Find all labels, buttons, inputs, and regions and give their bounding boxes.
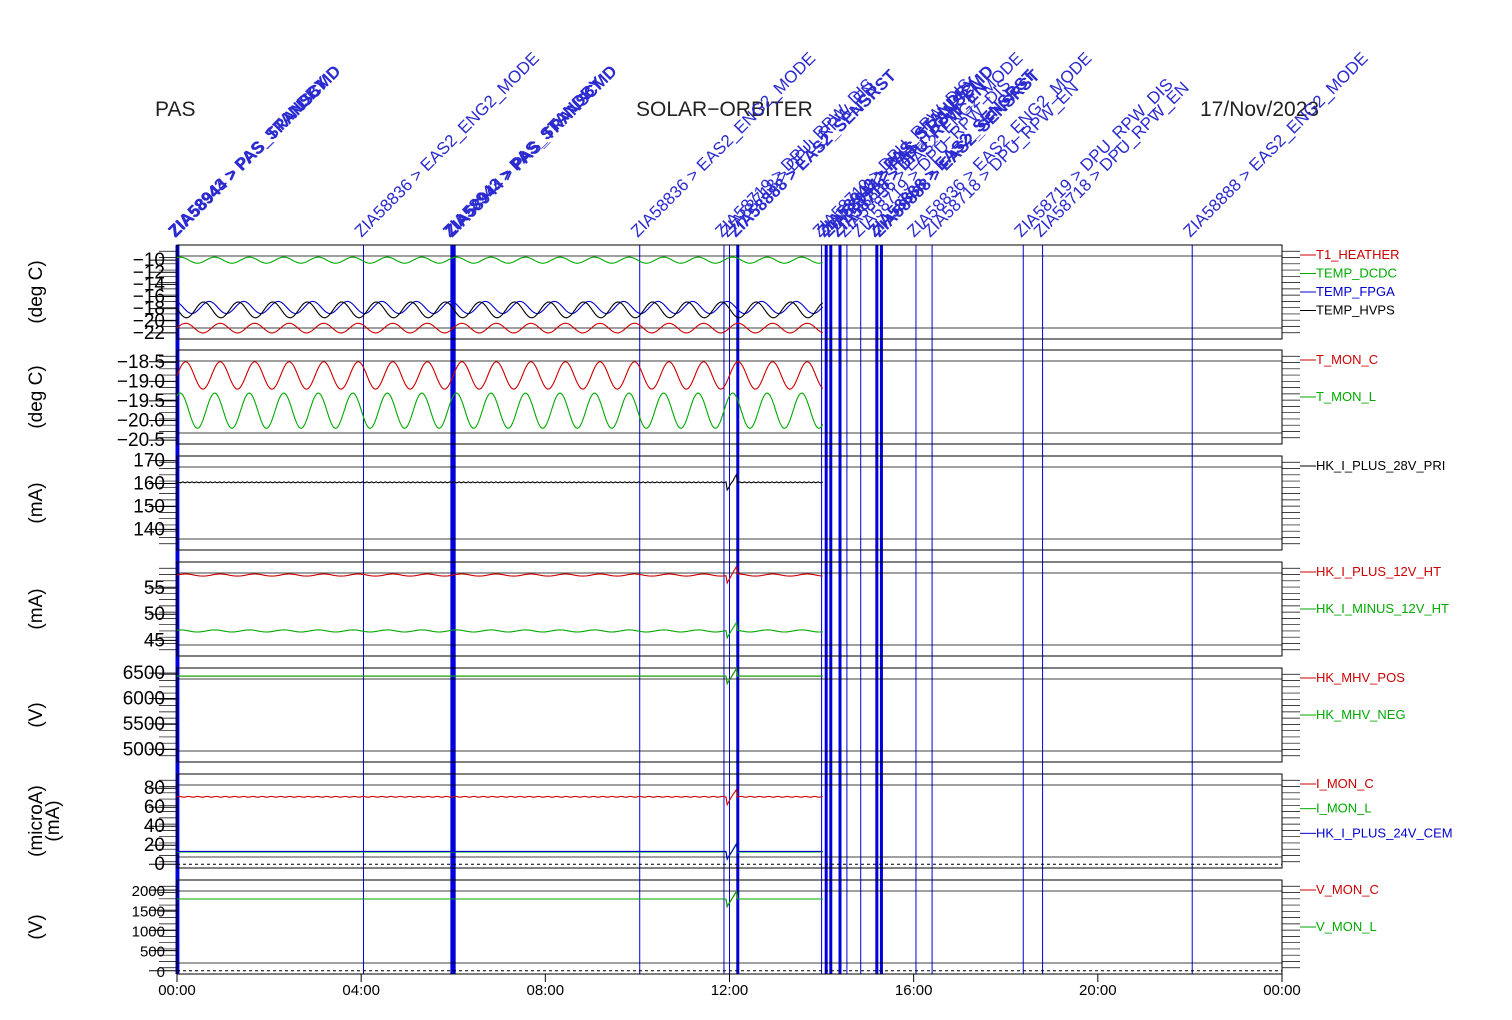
- y-tick-label: 5000: [123, 739, 165, 760]
- series-line: [176, 564, 823, 585]
- y-tick-label: −16: [133, 287, 165, 308]
- panel-5: 6500 6000 5500 5000 (V) HK_MHV_POS HK_MHV_NEG: [26, 663, 1406, 763]
- legend-label: HK_MHV_POS: [1316, 670, 1405, 685]
- y-unit-label: (V): [26, 702, 47, 727]
- y-tick-label: 160: [133, 474, 165, 495]
- x-tick-label: 16:00: [895, 982, 933, 999]
- y-tick-label: 170: [133, 451, 165, 472]
- legend-label: TEMP_HVPS: [1316, 303, 1395, 318]
- legend-label: HK_I_MINUS_12V_HT: [1316, 601, 1449, 616]
- series-line: [176, 301, 824, 319]
- y-tick-label: −18: [133, 299, 165, 320]
- legend-label: T_MON_L: [1316, 389, 1376, 404]
- legend-label: HK_MHV_NEG: [1316, 707, 1406, 722]
- series-line: [176, 788, 823, 807]
- y-unit-label: (mA): [26, 482, 47, 523]
- y-tick-label: 6000: [123, 688, 165, 709]
- y-tick-label: 55: [144, 578, 165, 599]
- legend-label: TEMP_FPGA: [1316, 284, 1395, 299]
- y-tick-label: 6500: [123, 663, 165, 684]
- y-tick-label: −22: [133, 323, 165, 344]
- panel-1: −10−12−14−16−18−20−22 (deg C) T1_HEATHER TE…: [26, 244, 1400, 344]
- y-tick-label: 0: [157, 964, 165, 981]
- y-tick-label: −19.5: [117, 391, 165, 412]
- y-unit-label: (deg C): [26, 260, 47, 323]
- legend-label: I_MON_C: [1316, 776, 1374, 791]
- y-tick-label: 60: [144, 797, 165, 818]
- y-tick-label: 500: [140, 944, 165, 961]
- panel-frame: [176, 773, 1283, 869]
- series-line: [176, 621, 823, 640]
- y-unit-label: (mA): [26, 588, 47, 629]
- series-line: [176, 322, 823, 334]
- y-tick-label: 5500: [123, 714, 165, 735]
- y-tick-label: 150: [133, 496, 165, 517]
- legend-label: TEMP_DCDC: [1316, 266, 1397, 281]
- header-center: SOLAR−ORBITER: [636, 98, 813, 121]
- y-tick-label: −20.0: [117, 411, 165, 432]
- x-tick-label: 00:00: [1263, 982, 1301, 999]
- y-tick-label: −19.0: [117, 371, 165, 392]
- series-line: [176, 256, 823, 264]
- y-tick-label: 1500: [132, 903, 165, 920]
- y-tick-label: −12: [133, 262, 165, 283]
- y-tick-label: 1000: [132, 923, 165, 940]
- legend-label: V_MON_L: [1316, 919, 1377, 934]
- y-tick-label: −10: [133, 250, 165, 271]
- header-right: 17/Nov/2023: [1200, 98, 1319, 121]
- series-line: [177, 889, 823, 909]
- y-tick-label: 2000: [132, 883, 165, 900]
- series-line: [177, 842, 823, 861]
- y-tick-label: −14: [133, 274, 166, 295]
- panel-frame: [176, 455, 1283, 551]
- legend-label: V_MON_C: [1316, 882, 1379, 897]
- panel-frame: [176, 561, 1283, 657]
- legend-label: HK_I_PLUS_12V_HT: [1316, 564, 1441, 579]
- y-unit-label: (deg C): [26, 365, 47, 428]
- panel-2: −18.5−19.0−19.5−20.0−20.5 (deg C) T_MON_C T…: [26, 349, 1378, 451]
- panel-frame: [176, 667, 1283, 763]
- series-line: [176, 300, 824, 315]
- x-tick-label: 04:00: [342, 982, 380, 999]
- y-tick-label: 40: [144, 816, 165, 837]
- y-unit-label: (mA): [43, 800, 64, 841]
- y-tick-label: −20: [133, 311, 165, 332]
- x-tick-label: 12:00: [711, 982, 749, 999]
- y-tick-label: 20: [144, 835, 165, 856]
- panel-4: 55 50 45 (mA) HK_I_PLUS_12V_HT HK_I_MINUS_12V…: [26, 561, 1449, 657]
- panel-7: 2000 1500 1000 500 0 (V) V_MON_C V_MON_L: [26, 879, 1379, 981]
- y-tick-label: 140: [133, 519, 165, 540]
- y-tick-label: −18.5: [117, 352, 165, 373]
- y-tick-label: −20.5: [117, 430, 165, 451]
- y-unit-label: (microA): [26, 785, 47, 857]
- legend-label: T_MON_C: [1316, 352, 1378, 367]
- y-tick-label: 45: [144, 630, 165, 651]
- x-tick-label: 00:00: [158, 982, 196, 999]
- x-tick-label: 08:00: [527, 982, 565, 999]
- x-tick-label: 20:00: [1079, 982, 1117, 999]
- y-tick-label: 80: [144, 778, 165, 799]
- legend-label: I_MON_L: [1316, 801, 1372, 816]
- series-line: [176, 361, 824, 390]
- series-line: [176, 392, 824, 429]
- legend-label: HK_I_PLUS_28V_PRI: [1316, 458, 1445, 473]
- series-line: [177, 666, 823, 686]
- y-unit-label: (V): [26, 914, 47, 939]
- y-tick-label: 50: [144, 604, 165, 625]
- panel-frame: [176, 244, 1283, 340]
- plot-panels: −10−12−14−16−18−20−22 (deg C) T1_HEATHER TE…: [26, 244, 1453, 981]
- legend-label: T1_HEATHER: [1316, 247, 1400, 262]
- legend-label: HK_I_PLUS_24V_CEM: [1316, 825, 1453, 840]
- series-line: [176, 473, 823, 492]
- header-left: PAS: [155, 98, 195, 121]
- x-axis: 00:00 04:00 08:00 12:00 16:00 20:00 00:00: [158, 974, 1301, 999]
- y-tick-label: 0: [154, 854, 165, 875]
- panel-frame: [176, 349, 1283, 445]
